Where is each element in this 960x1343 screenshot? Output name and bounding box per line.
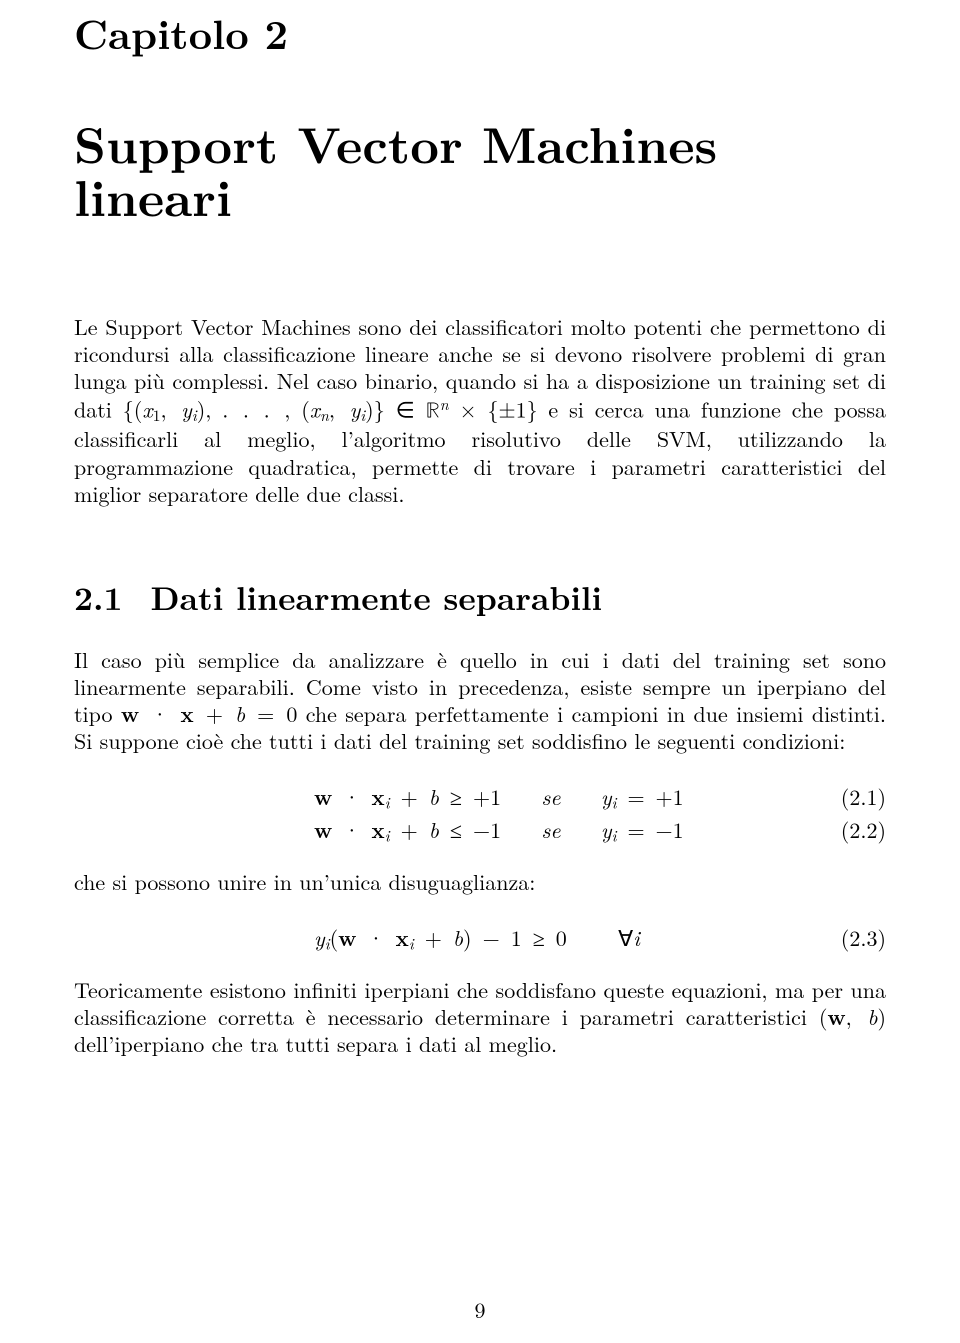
section-paragraph-2: che si possono unire in un’unica disugua… [74,868,886,895]
intro-paragraph: Le Support Vector Machines sono dei clas… [74,313,886,507]
equation-label-2-1: (2.1) [806,782,886,812]
section-number: 2.1 [74,573,122,620]
p3-text-a: Teoricamente esistono infiniti iperpiani… [74,974,886,1032]
section-heading: 2.1 Dati linearmente separabili [74,573,886,620]
equation-label-2-2: (2.2) [806,815,886,845]
equation-2-1: w · xi + b ≥ +1 se yi = +1 (2.1) [74,782,886,813]
equation-block-2: yi(w · xi + b) − 1 ≥ 0 ∀i (2.3) [74,923,886,954]
p1-text-b: che separa perfettamente i campioni in d… [74,698,886,756]
section-title-text: Dati linearmente separabili [150,573,602,620]
section-paragraph-3: Teoricamente esistono infiniti iperpiani… [74,976,886,1057]
chapter-label: Capitolo 2 [74,0,886,62]
equation-2-3: yi(w · xi + b) − 1 ≥ 0 ∀i (2.3) [74,923,886,954]
section-paragraph-1: Il caso più semplice da analizzare è que… [74,646,886,754]
equation-label-2-3: (2.3) [806,923,886,953]
page: Capitolo 2 Support Vector Machines linea… [0,0,960,1343]
chapter-title: Support Vector Machines lineari [74,116,886,221]
page-number: 9 [0,1294,960,1325]
equation-block-1: w · xi + b ≥ +1 se yi = +1 (2.1) w · xi … [74,782,886,846]
equation-2-2: w · xi + b ≤ −1 se yi = −1 (2.2) [74,815,886,846]
